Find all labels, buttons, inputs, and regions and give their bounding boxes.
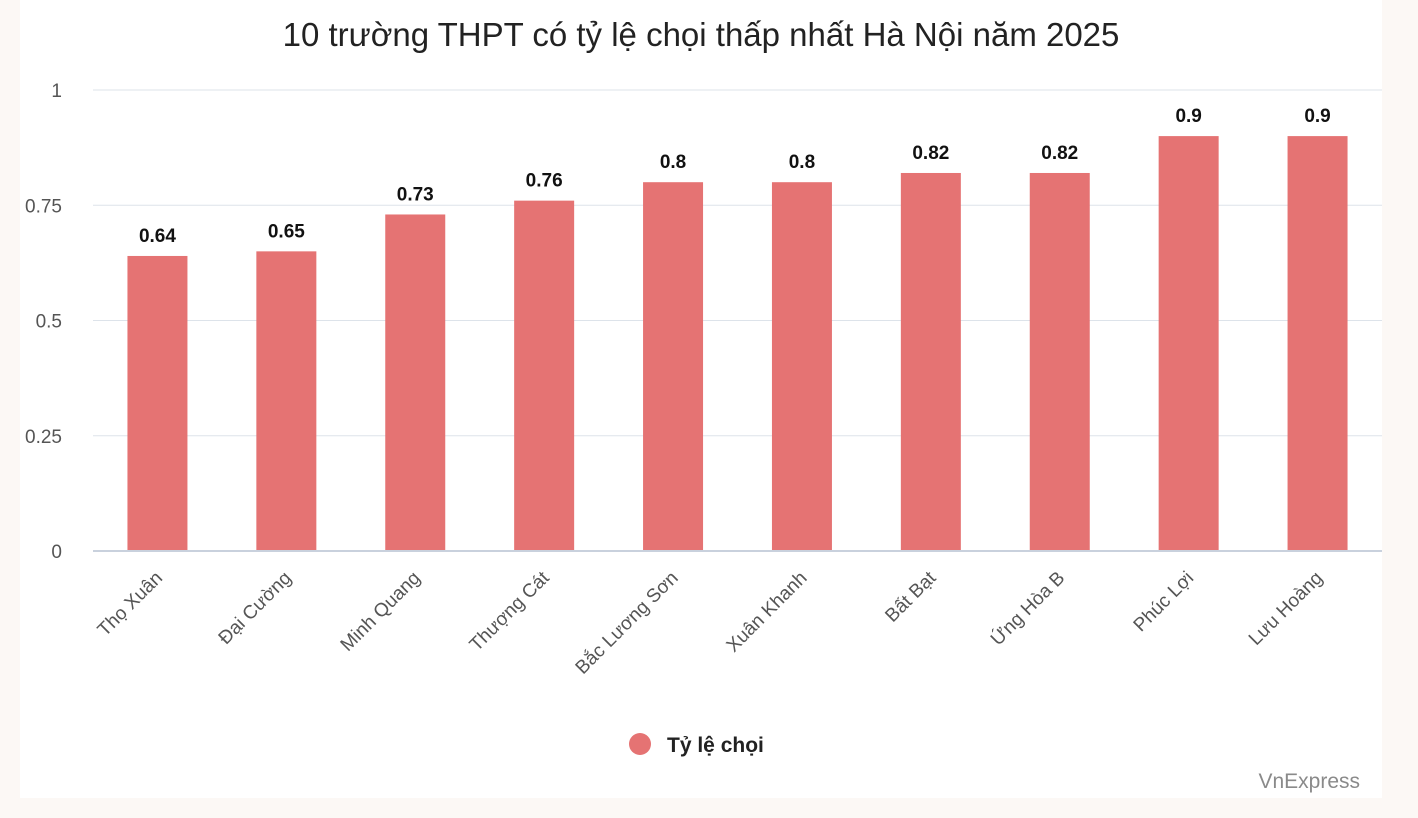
- x-tick-label: Phúc Lợi: [1130, 568, 1198, 636]
- x-tick-label: Bắc Lương Sơn: [571, 567, 683, 679]
- bar-chart: 10 trường THPT có tỷ lệ chọi thấp nhất H…: [25, 16, 1382, 793]
- data-label: 0.8: [660, 152, 686, 173]
- data-label: 0.65: [268, 221, 305, 242]
- bars: [127, 136, 1348, 552]
- y-axis-ticks: 0 0.25 0.5 0.75 1: [25, 81, 62, 563]
- x-tick-label: Xuân Khanh: [723, 568, 812, 657]
- data-label: 0.8: [789, 152, 815, 173]
- bar[interactable]: [256, 251, 317, 551]
- legend-marker: [629, 733, 651, 755]
- x-tick-label: Ứng Hòa B: [986, 567, 1069, 650]
- data-label: 0.82: [1041, 143, 1078, 164]
- x-tick-label: Bất Bạt: [881, 567, 940, 626]
- bar[interactable]: [1158, 136, 1219, 551]
- legend-label: Tỷ lệ chọi: [667, 734, 764, 757]
- data-label: 0.64: [139, 226, 176, 247]
- bar[interactable]: [900, 172, 961, 552]
- x-tick-label: Đại Cường: [215, 568, 296, 649]
- data-label: 0.76: [526, 171, 563, 192]
- y-tick-label: 0.5: [36, 312, 62, 333]
- y-tick-label: 0.25: [25, 427, 62, 448]
- bar[interactable]: [127, 255, 188, 551]
- data-label: 0.9: [1175, 106, 1201, 127]
- data-label: 0.9: [1304, 106, 1330, 127]
- bar[interactable]: [1029, 172, 1090, 552]
- x-tick-label: Minh Quang: [337, 568, 425, 656]
- x-tick-label: Thọ Xuân: [94, 568, 167, 641]
- data-label: 0.73: [397, 184, 434, 205]
- bar[interactable]: [643, 182, 704, 551]
- data-labels: 0.64 0.65 0.73 0.76 0.8 0.8 0.82 0.82 0.9 0.9: [139, 106, 1331, 247]
- x-tick-label: Lưu Hoàng: [1245, 568, 1327, 650]
- y-tick-label: 0.75: [25, 196, 62, 217]
- legend[interactable]: Tỷ lệ chọi: [629, 733, 764, 757]
- chart-title: 10 trường THPT có tỷ lệ chọi thấp nhất H…: [283, 16, 1120, 53]
- y-tick-label: 0: [51, 542, 62, 563]
- x-tick-label: Thượng Cát: [466, 567, 554, 655]
- y-tick-label: 1: [51, 81, 62, 102]
- bar[interactable]: [1287, 136, 1348, 551]
- chart-card: 10 trường THPT có tỷ lệ chọi thấp nhất H…: [20, 0, 1382, 798]
- x-axis-ticks: Thọ Xuân Đại Cường Minh Quang Thượng Cát Bắc…: [94, 567, 1327, 679]
- bar[interactable]: [771, 182, 832, 551]
- bar[interactable]: [514, 200, 575, 551]
- bar[interactable]: [385, 214, 446, 551]
- data-label: 0.82: [912, 143, 949, 164]
- source-credit: VnExpress: [1258, 770, 1360, 793]
